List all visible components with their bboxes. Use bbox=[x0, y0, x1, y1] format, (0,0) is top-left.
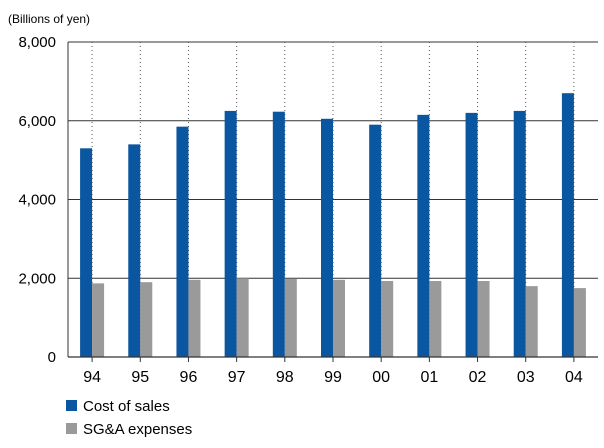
bar-cost-of-sales bbox=[176, 126, 189, 357]
bar-sga-expenses bbox=[477, 281, 490, 357]
bar-cost-of-sales bbox=[272, 111, 285, 357]
bar-cost-of-sales bbox=[224, 110, 237, 357]
bar-sga-expenses bbox=[573, 288, 586, 357]
x-tick-label: 04 bbox=[565, 369, 583, 386]
bar-sga-expenses bbox=[284, 278, 297, 357]
x-tick-label: 94 bbox=[83, 369, 101, 386]
bar-sga-expenses bbox=[381, 281, 394, 357]
x-tick-label: 99 bbox=[324, 369, 342, 386]
legend-label-cost-of-sales: Cost of sales bbox=[83, 398, 170, 415]
x-tick-label: 96 bbox=[180, 369, 198, 386]
bar-cost-of-sales bbox=[128, 144, 141, 357]
legend-swatch-cost-of-sales bbox=[66, 400, 77, 411]
bar-sga-expenses bbox=[92, 283, 105, 357]
x-tick-label: 97 bbox=[228, 369, 246, 386]
x-tick-label: 00 bbox=[372, 369, 390, 386]
bar-cost-of-sales bbox=[465, 112, 478, 357]
y-tick-label: 8,000 bbox=[18, 34, 56, 51]
bar-sga-expenses bbox=[236, 278, 249, 357]
axes: 0 2,000 4,000 6,000 8,000 94 95 96 97 98 99 00 01 02 0… bbox=[18, 34, 598, 386]
bars bbox=[80, 93, 586, 357]
y-tick-label: 6,000 bbox=[18, 113, 56, 130]
bar-cost-of-sales bbox=[80, 148, 93, 357]
bar-cost-of-sales bbox=[417, 114, 430, 357]
x-tick-label: 95 bbox=[131, 369, 149, 386]
bar-cost-of-sales bbox=[561, 93, 574, 357]
y-tick-label: 4,000 bbox=[18, 192, 56, 209]
x-tick-label: 98 bbox=[276, 369, 294, 386]
bar-cost-of-sales bbox=[513, 110, 526, 357]
bar-sga-expenses bbox=[188, 279, 201, 357]
legend-label-sga-expenses: SG&A expenses bbox=[83, 421, 192, 438]
y-tick-label: 2,000 bbox=[18, 270, 56, 287]
grid bbox=[68, 41, 598, 357]
bar-sga-expenses bbox=[429, 281, 442, 357]
bar-cost-of-sales bbox=[321, 118, 333, 357]
y-tick-label: 0 bbox=[48, 349, 56, 366]
bar-sga-expenses bbox=[525, 286, 538, 357]
unit-label: (Billions of yen) bbox=[8, 12, 90, 26]
bar-sga-expenses bbox=[333, 279, 345, 357]
x-tick-label: 03 bbox=[517, 369, 535, 386]
x-tick-label: 02 bbox=[469, 369, 487, 386]
bar-sga-expenses bbox=[140, 282, 153, 357]
legend-swatch-sga-expenses bbox=[66, 423, 77, 434]
legend: Cost of sales SG&A expenses bbox=[66, 398, 192, 438]
x-tick-label: 01 bbox=[420, 369, 438, 386]
bar-cost-of-sales bbox=[369, 124, 382, 357]
